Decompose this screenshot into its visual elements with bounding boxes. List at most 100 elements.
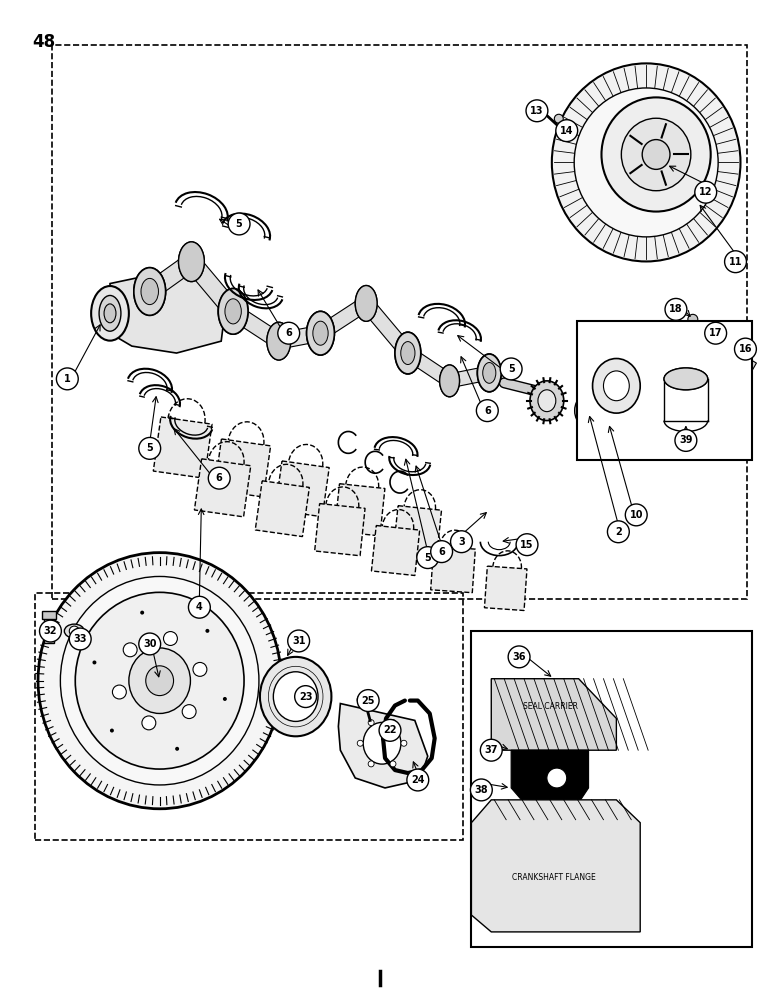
Circle shape: [139, 633, 161, 655]
Ellipse shape: [141, 278, 158, 305]
Circle shape: [193, 662, 207, 676]
Circle shape: [665, 298, 687, 320]
Text: 6: 6: [438, 547, 445, 557]
Ellipse shape: [60, 576, 259, 785]
Text: 48: 48: [33, 33, 55, 51]
Bar: [42, 611, 56, 619]
Ellipse shape: [664, 368, 707, 390]
Text: 5: 5: [424, 553, 431, 563]
Polygon shape: [275, 461, 329, 517]
Ellipse shape: [477, 354, 502, 392]
Circle shape: [368, 720, 374, 726]
Ellipse shape: [218, 289, 248, 334]
Polygon shape: [339, 704, 427, 788]
Polygon shape: [360, 299, 413, 358]
Ellipse shape: [64, 624, 84, 638]
Circle shape: [357, 690, 379, 711]
Text: 32: 32: [44, 626, 57, 636]
Ellipse shape: [604, 371, 629, 401]
Text: 14: 14: [560, 126, 573, 136]
Circle shape: [110, 729, 114, 733]
Circle shape: [208, 467, 230, 489]
Polygon shape: [314, 504, 365, 556]
Ellipse shape: [134, 268, 165, 315]
Circle shape: [407, 769, 429, 791]
Ellipse shape: [75, 592, 244, 769]
Polygon shape: [194, 459, 250, 517]
Text: 4: 4: [196, 602, 203, 612]
Circle shape: [390, 720, 396, 726]
Circle shape: [189, 596, 211, 618]
Circle shape: [40, 620, 62, 642]
Ellipse shape: [395, 332, 420, 374]
Text: 22: 22: [383, 725, 397, 735]
Circle shape: [508, 646, 530, 668]
Bar: [471, 631, 753, 947]
Ellipse shape: [307, 311, 335, 355]
Text: 2: 2: [615, 527, 622, 537]
Text: 31: 31: [292, 636, 306, 646]
Polygon shape: [371, 526, 420, 576]
Ellipse shape: [38, 553, 282, 809]
Ellipse shape: [91, 286, 129, 341]
Circle shape: [164, 632, 177, 645]
Text: 17: 17: [709, 328, 722, 338]
Circle shape: [516, 534, 538, 556]
Polygon shape: [491, 679, 616, 750]
Ellipse shape: [134, 268, 165, 315]
Circle shape: [675, 430, 697, 451]
Ellipse shape: [307, 311, 335, 355]
Circle shape: [295, 686, 317, 708]
Polygon shape: [393, 506, 441, 556]
Ellipse shape: [555, 114, 563, 123]
Polygon shape: [431, 546, 475, 593]
Circle shape: [500, 358, 522, 380]
Text: CRANKSHAFT FLANGE: CRANKSHAFT FLANGE: [512, 873, 596, 882]
Ellipse shape: [146, 666, 174, 696]
Bar: [52, 45, 747, 599]
Text: 18: 18: [669, 304, 682, 314]
Ellipse shape: [363, 722, 401, 764]
Circle shape: [735, 338, 757, 360]
Ellipse shape: [401, 342, 415, 365]
Circle shape: [547, 768, 567, 788]
Ellipse shape: [538, 390, 556, 412]
Text: 37: 37: [484, 745, 498, 755]
Ellipse shape: [530, 381, 564, 421]
Circle shape: [56, 368, 78, 390]
Circle shape: [140, 611, 144, 615]
Polygon shape: [110, 272, 226, 353]
Polygon shape: [278, 325, 322, 349]
Circle shape: [93, 660, 97, 664]
Circle shape: [357, 695, 367, 705]
Ellipse shape: [574, 88, 718, 237]
Text: 11: 11: [729, 257, 743, 267]
Ellipse shape: [313, 321, 328, 345]
Polygon shape: [144, 254, 197, 299]
Ellipse shape: [267, 322, 291, 360]
Ellipse shape: [273, 672, 318, 721]
Text: 12: 12: [699, 187, 712, 197]
Text: 5: 5: [508, 364, 515, 374]
Polygon shape: [185, 256, 240, 317]
Bar: [576, 321, 753, 460]
Ellipse shape: [664, 368, 707, 390]
Text: 30: 30: [143, 639, 157, 649]
Ellipse shape: [179, 242, 204, 282]
Circle shape: [451, 531, 473, 553]
Ellipse shape: [179, 242, 204, 282]
Circle shape: [379, 719, 401, 741]
Circle shape: [278, 322, 300, 344]
Circle shape: [288, 630, 310, 652]
Ellipse shape: [141, 278, 158, 305]
Text: 10: 10: [629, 510, 643, 520]
Circle shape: [626, 504, 647, 526]
Text: 5: 5: [147, 443, 153, 453]
Ellipse shape: [534, 106, 544, 112]
Ellipse shape: [440, 365, 459, 397]
Ellipse shape: [225, 299, 241, 324]
Ellipse shape: [225, 299, 241, 324]
Text: 16: 16: [739, 344, 752, 354]
Text: 1: 1: [64, 374, 71, 384]
Text: 39: 39: [679, 435, 693, 445]
